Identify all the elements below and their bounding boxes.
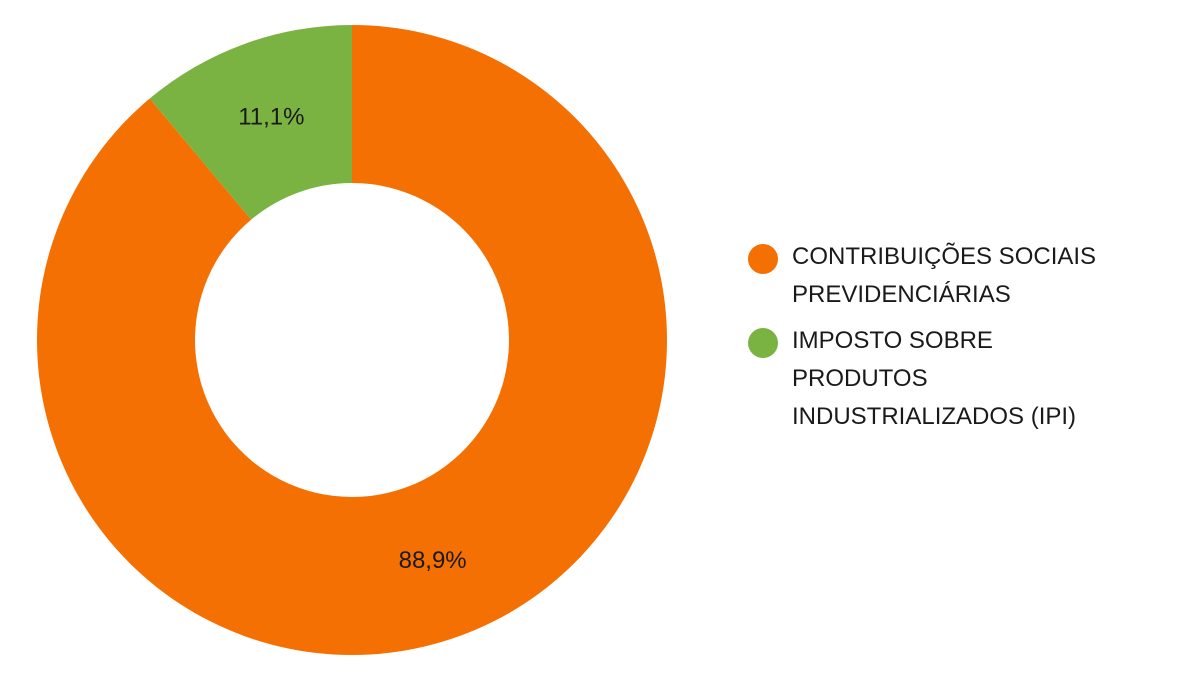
slice-label-0: 88,9% xyxy=(399,547,467,574)
legend-swatch-ipi xyxy=(748,328,778,358)
legend-label-ipi: IMPOSTO SOBRE PRODUTOS INDUSTRIALIZADOS … xyxy=(792,327,1077,430)
legend-item-contribuicoes: CONTRIBUIÇÕES SOCIAIS PREVIDENCIÁRIAS xyxy=(748,238,1168,314)
donut-chart: 88,9% 11,1% xyxy=(36,24,668,655)
slice-1 xyxy=(149,24,352,220)
legend-swatch-contribuicoes xyxy=(748,244,778,274)
legend-item-ipi: IMPOSTO SOBRE PRODUTOS INDUSTRIALIZADOS … xyxy=(748,322,1168,436)
slices-layer xyxy=(36,24,668,655)
legend-label-contribuicoes: CONTRIBUIÇÕES SOCIAIS PREVIDENCIÁRIAS xyxy=(792,243,1097,308)
slice-0 xyxy=(36,25,668,655)
slice-label-1: 11,1% xyxy=(238,104,304,131)
labels-layer: 88,9% 11,1% xyxy=(238,104,466,575)
legend: CONTRIBUIÇÕES SOCIAIS PREVIDENCIÁRIAS IM… xyxy=(748,238,1168,444)
